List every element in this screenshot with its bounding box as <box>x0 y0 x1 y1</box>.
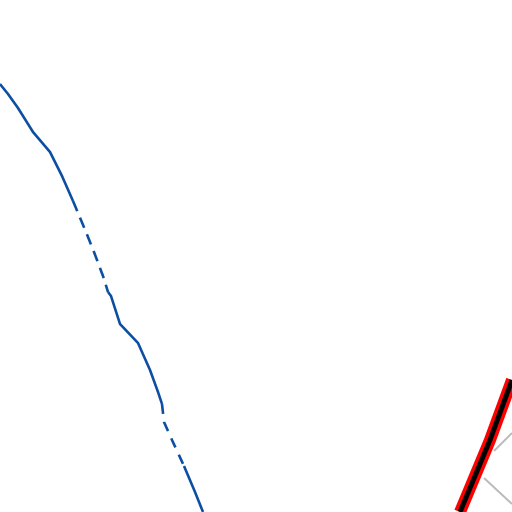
highway-core <box>457 379 512 512</box>
minor-roads <box>483 432 512 505</box>
boundary-segment-upper <box>0 83 75 202</box>
boundary-segment-dashed-b <box>160 403 186 467</box>
highway <box>454 377 512 512</box>
minor-road-lower <box>483 477 512 505</box>
boundary-segment-dashed-a <box>71 200 110 293</box>
minor-road-upper <box>493 432 512 452</box>
boundary-segment-lower <box>182 465 205 512</box>
boundary-segment-middle <box>106 291 164 405</box>
boundary-line <box>0 83 205 512</box>
